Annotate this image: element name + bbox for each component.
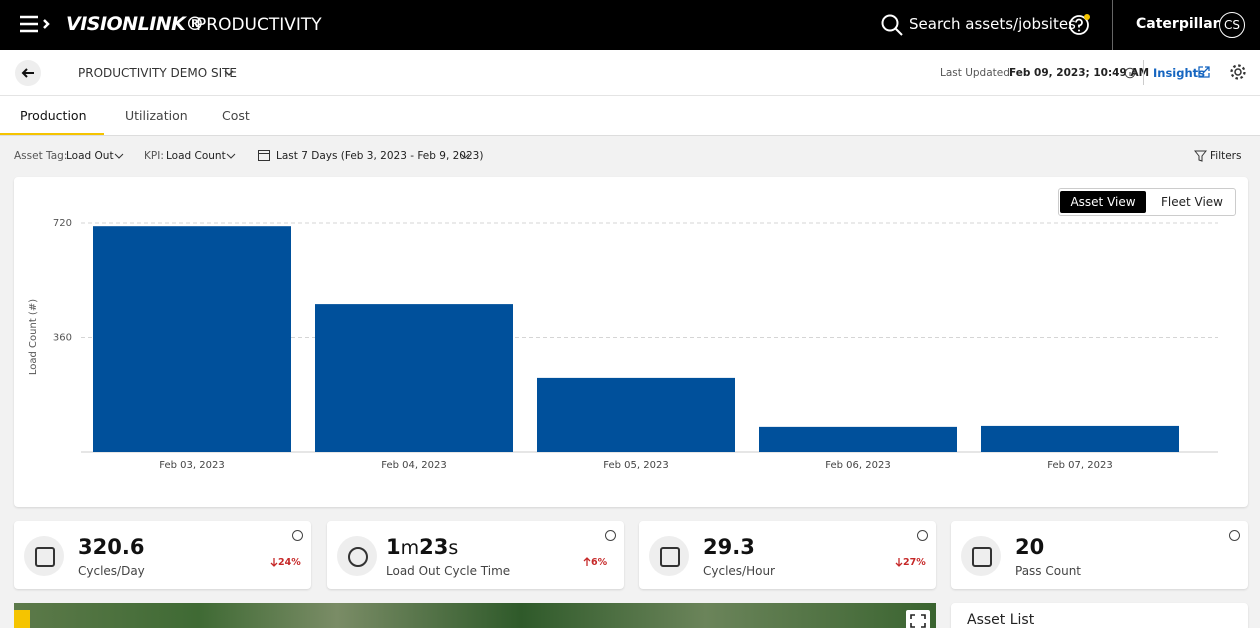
chevron bbox=[226, 153, 236, 159]
x-tick-label: Feb 04, 2023 bbox=[381, 460, 446, 471]
settings-icon[interactable] bbox=[1229, 63, 1247, 81]
kpi-label: Cycles/Hour bbox=[703, 564, 775, 578]
bar bbox=[537, 377, 735, 452]
chevron bbox=[224, 70, 234, 76]
fullscreen-button[interactable] bbox=[906, 610, 930, 628]
asset-tag-select[interactable]: Load Out bbox=[66, 150, 114, 162]
kpi-select[interactable]: Load Count bbox=[166, 150, 226, 162]
divider bbox=[1112, 0, 1113, 50]
user-avatar[interactable]: CS bbox=[1219, 12, 1245, 38]
top-bar bbox=[0, 0, 1260, 50]
kpi-value: 20 bbox=[1015, 535, 1045, 559]
filter-icon bbox=[1194, 150, 1207, 162]
info-icon[interactable] bbox=[1229, 530, 1240, 541]
insights-link[interactable]: Insights bbox=[1153, 66, 1206, 80]
asset-list-card bbox=[951, 603, 1248, 628]
kpi-icon-glyph bbox=[972, 547, 992, 567]
menu-icon[interactable] bbox=[18, 14, 52, 36]
kpi-icon bbox=[649, 536, 689, 576]
subheader bbox=[0, 50, 1260, 96]
kpi-label: Cycles/Day bbox=[78, 564, 145, 578]
kpi-icon-glyph bbox=[35, 547, 55, 567]
view-toggle-active[interactable]: Asset View bbox=[1060, 191, 1146, 213]
kpi-unit: m bbox=[400, 537, 420, 559]
account-name[interactable]: Caterpillar bbox=[1136, 16, 1220, 32]
x-tick-label: Feb 06, 2023 bbox=[825, 460, 890, 471]
kpi-number: 23 bbox=[419, 535, 449, 559]
asset-list-title: Asset List bbox=[967, 612, 1035, 628]
tab-underline bbox=[0, 133, 104, 135]
tab[interactable]: Cost bbox=[222, 108, 250, 123]
y-tick-label: 720 bbox=[53, 218, 72, 229]
kpi-unit: s bbox=[448, 537, 459, 559]
map[interactable] bbox=[14, 603, 936, 628]
kpi-icon-glyph bbox=[660, 547, 680, 567]
kpi-icon bbox=[24, 536, 64, 576]
product: PRODUCTIVITY bbox=[196, 15, 322, 35]
change-arrow bbox=[895, 558, 903, 567]
kpi-change: 6% bbox=[591, 557, 608, 568]
kpi-label: Pass Count bbox=[1015, 564, 1082, 578]
calendar-icon bbox=[258, 150, 270, 161]
brand: VISIONLINK® bbox=[66, 13, 204, 35]
tab[interactable]: Production bbox=[20, 108, 87, 123]
kpi-icon bbox=[961, 536, 1001, 576]
kpi-number: 1 bbox=[386, 535, 401, 559]
change-arrow bbox=[583, 557, 591, 566]
y-axis-label: Load Count (#) bbox=[28, 299, 39, 375]
x-tick-label: Feb 05, 2023 bbox=[603, 460, 668, 471]
filters-button[interactable]: Filters bbox=[1210, 150, 1242, 162]
x-tick-label: Feb 07, 2023 bbox=[1047, 460, 1112, 471]
kpi-change: 27% bbox=[903, 557, 926, 568]
bar bbox=[981, 425, 1179, 452]
divider bbox=[1143, 60, 1144, 85]
kpi-change: 24% bbox=[278, 557, 301, 568]
kpi-value: 1m23s bbox=[386, 535, 458, 559]
kpi-value: 29.3 bbox=[703, 535, 755, 559]
view-toggle-option[interactable]: Fleet View bbox=[1161, 195, 1223, 209]
asset-tag-label: Asset Tag: bbox=[14, 150, 68, 162]
last-updated-label: Last Updated: bbox=[940, 67, 1014, 79]
tab[interactable]: Utilization bbox=[125, 108, 188, 123]
y-tick-label: 360 bbox=[53, 333, 72, 344]
info-icon[interactable] bbox=[605, 530, 616, 541]
kpi-value: 320.6 bbox=[78, 535, 145, 559]
chart: Load Count (#) 360 720 Feb 03, 2023 Feb 04, … bbox=[28, 218, 1218, 471]
tab-bar bbox=[0, 96, 1260, 136]
info-icon[interactable] bbox=[1124, 67, 1136, 79]
chevron bbox=[460, 153, 470, 159]
x-tick-label: Feb 03, 2023 bbox=[159, 460, 224, 471]
site-selector[interactable]: PRODUCTIVITY DEMO SITE bbox=[78, 66, 238, 80]
external-link-icon bbox=[1198, 66, 1210, 78]
back-button[interactable] bbox=[14, 59, 42, 87]
kpi-label: KPI: bbox=[144, 150, 164, 162]
search-input[interactable]: Search assets/jobsites bbox=[909, 15, 1076, 33]
search-icon[interactable] bbox=[880, 13, 904, 37]
change-arrow bbox=[270, 558, 278, 567]
info-icon[interactable] bbox=[292, 530, 303, 541]
bar bbox=[759, 426, 957, 452]
chevron bbox=[114, 153, 124, 159]
bar bbox=[93, 226, 291, 452]
kpi-label: Load Out Cycle Time bbox=[386, 564, 511, 578]
last-updated: Feb 09, 2023; 10:49 AM bbox=[1009, 67, 1150, 79]
map-marker bbox=[14, 610, 30, 628]
help-icon[interactable] bbox=[1068, 13, 1092, 37]
info-icon[interactable] bbox=[917, 530, 928, 541]
date-range-select[interactable]: Last 7 Days (Feb 3, 2023 - Feb 9, 2023) bbox=[276, 150, 484, 162]
bar bbox=[315, 304, 513, 452]
kpi-icon-glyph bbox=[348, 547, 368, 567]
